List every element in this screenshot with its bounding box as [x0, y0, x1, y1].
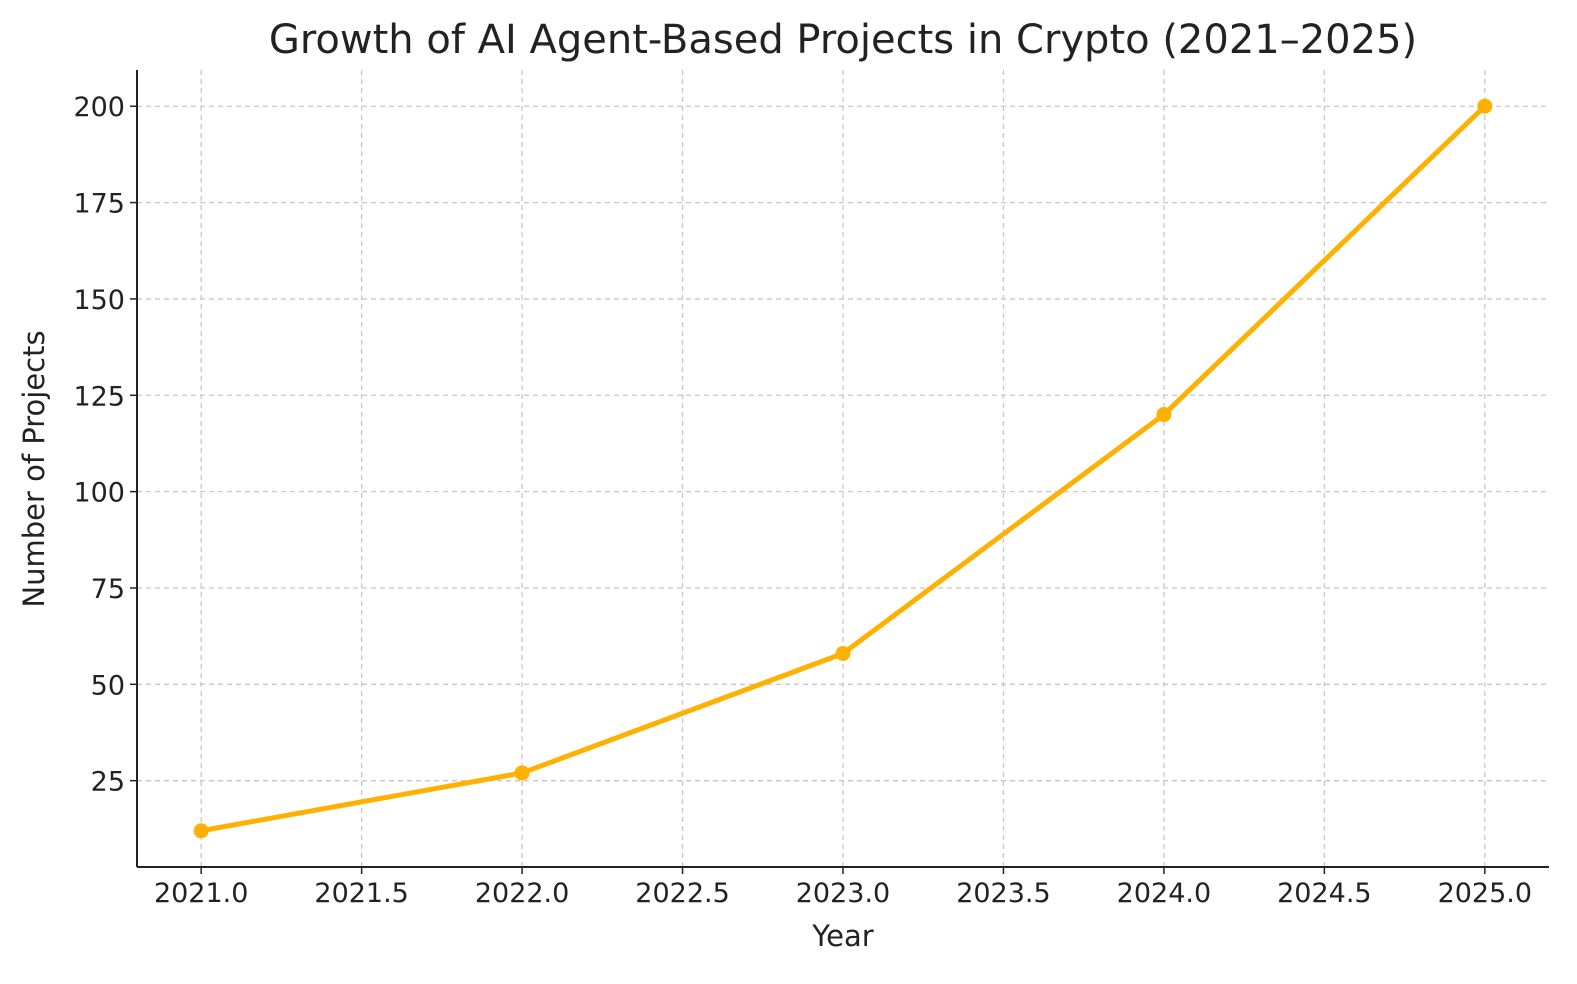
data-point — [193, 823, 209, 839]
x-tick-label: 2025.0 — [1438, 878, 1532, 909]
y-tick-label: 75 — [91, 574, 125, 605]
x-tick-label: 2021.5 — [314, 878, 408, 909]
y-tick-label: 25 — [91, 767, 125, 798]
y-tick-label: 100 — [73, 478, 125, 509]
x-tick-label: 2022.0 — [475, 878, 569, 909]
chart-title: Growth of AI Agent-Based Projects in Cry… — [269, 17, 1417, 63]
x-axis-label: Year — [811, 919, 873, 953]
y-ticks: 25 50 75 100 125 150 175 200 — [73, 92, 137, 798]
x-tick-label: 2024.0 — [1117, 878, 1211, 909]
y-tick-label: 200 — [73, 92, 125, 123]
data-point — [1156, 407, 1172, 423]
x-tick-label: 2023.0 — [796, 878, 890, 909]
data-point — [1477, 98, 1493, 114]
y-axis-label: Number of Projects — [17, 330, 51, 607]
data-point — [514, 765, 530, 781]
y-tick-label: 50 — [91, 670, 125, 701]
grid — [137, 70, 1549, 867]
y-tick-label: 175 — [73, 189, 125, 220]
y-tick-label: 150 — [73, 285, 125, 316]
x-ticks: 2021.0 2021.5 2022.0 2022.5 2023.0 2023.5 2024… — [154, 867, 1532, 909]
x-tick-label: 2022.5 — [635, 878, 729, 909]
x-tick-label: 2021.0 — [154, 878, 248, 909]
x-tick-label: 2023.5 — [956, 878, 1050, 909]
data-point — [835, 645, 851, 661]
series — [193, 98, 1493, 839]
y-tick-label: 125 — [73, 381, 125, 412]
x-tick-label: 2024.5 — [1277, 878, 1371, 909]
